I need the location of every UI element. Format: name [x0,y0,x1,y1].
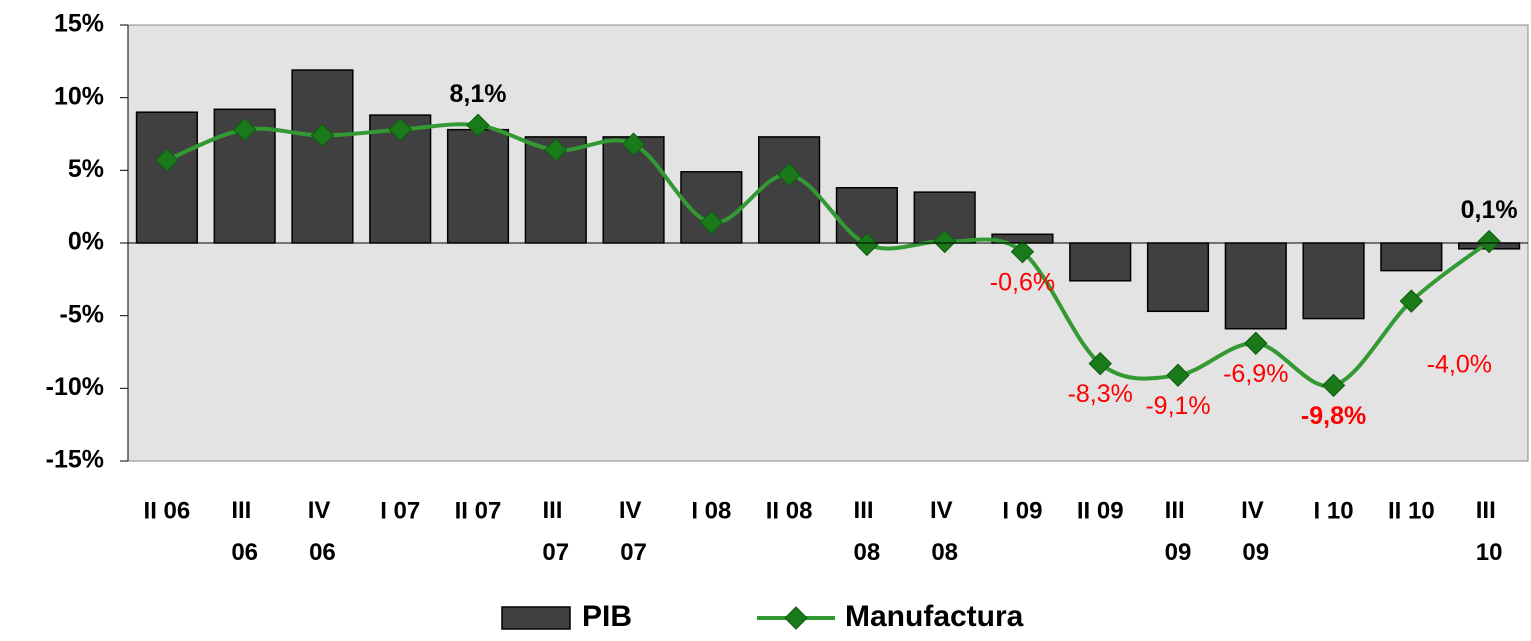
x-tick-label: I 08 [691,497,731,524]
y-tick-label: -5% [60,300,104,328]
marker [544,138,568,162]
marker [777,162,801,187]
x-tick-label: II 10 [1388,497,1435,524]
y-tick-label: 5% [68,155,104,183]
marker [388,117,412,142]
x-tick-label: I 10 [1314,497,1354,524]
data-label: -0,6% [990,268,1055,296]
bar [1380,242,1443,272]
marker [310,123,335,148]
legend-label: PIB [582,600,632,633]
y-tick-label: -10% [46,373,104,401]
marker [1088,351,1112,376]
x-tick-label: III 08 [854,497,881,566]
x-tick-label-line: III [231,497,258,524]
legend-marker [784,606,808,630]
x-tick-label-line: III [854,497,881,524]
x-tick-label: II 06 [144,497,191,524]
bar [1224,242,1287,330]
x-tick-label-line: III [1165,497,1192,524]
y-tick-label: 15% [54,10,104,38]
data-label: -9,1% [1145,392,1210,420]
x-tick-label-line: IV [308,497,337,524]
x-tick-label: IV 09 [1241,497,1270,566]
marker [1477,229,1501,254]
marker [621,132,646,156]
x-tick-label-line: IV [1241,497,1270,524]
bar [1069,242,1132,282]
y-tick-label: 10% [54,82,104,110]
x-tick-label-line: IV [930,497,959,524]
bar [1302,242,1365,320]
marker [855,232,879,257]
x-tick-label: III 06 [231,497,258,566]
x-tick-label: III 10 [1476,497,1503,566]
x-tick-label-line: 09 [1242,539,1269,566]
marker [1321,373,1346,398]
marker [1166,363,1190,387]
bar [291,69,354,244]
data-label: 8,1% [450,80,507,108]
x-tick-label-line: 06 [309,539,336,566]
marker [699,210,724,235]
bar [524,136,587,244]
x-tick-label: II 07 [455,497,502,524]
marker [1244,331,1268,355]
marker [1010,240,1035,264]
x-tick-label-line: III [1476,497,1503,524]
data-label: -8,3% [1068,380,1133,408]
x-tick-label: IV 07 [619,497,648,566]
marker [466,113,490,137]
x-tick-label: I 09 [1002,497,1042,524]
x-tick-label: I 07 [380,497,420,524]
marker [232,117,257,142]
bar [758,136,821,244]
x-tick-label-line: 07 [542,539,569,566]
marker [932,229,957,254]
x-tick-label: II 08 [766,497,813,524]
bar [446,128,510,244]
data-label: -4,0% [1427,351,1492,379]
data-label: -9,8% [1301,402,1366,430]
data-label: 0,1% [1461,196,1518,224]
x-tick-label-line: 08 [931,539,958,566]
x-tick-label-line: III [542,497,569,524]
x-tick-label-line: IV [619,497,648,524]
x-tick-label: III 07 [542,497,569,566]
x-tick-label: III 09 [1165,497,1192,566]
x-tick-label: II 09 [1077,497,1124,524]
x-tick-label-line: 08 [854,539,881,566]
x-tick-label-line: 09 [1165,539,1192,566]
data-label: -6,9% [1223,360,1288,388]
x-tick-label: IV 08 [930,497,959,566]
x-tick-label: IV 06 [308,497,337,566]
y-tick-label: -15% [46,446,104,474]
legend-swatch [501,606,571,630]
x-tick-label-line: 06 [231,539,258,566]
y-tick-label: 0% [68,228,104,256]
marker [1399,289,1424,313]
bar [135,111,198,244]
x-tick-label-line: 10 [1476,539,1503,566]
x-tick-label-line: 07 [620,539,647,566]
legend-label: Manufactura [845,600,1024,633]
marker [155,148,179,172]
bar [1146,242,1210,313]
